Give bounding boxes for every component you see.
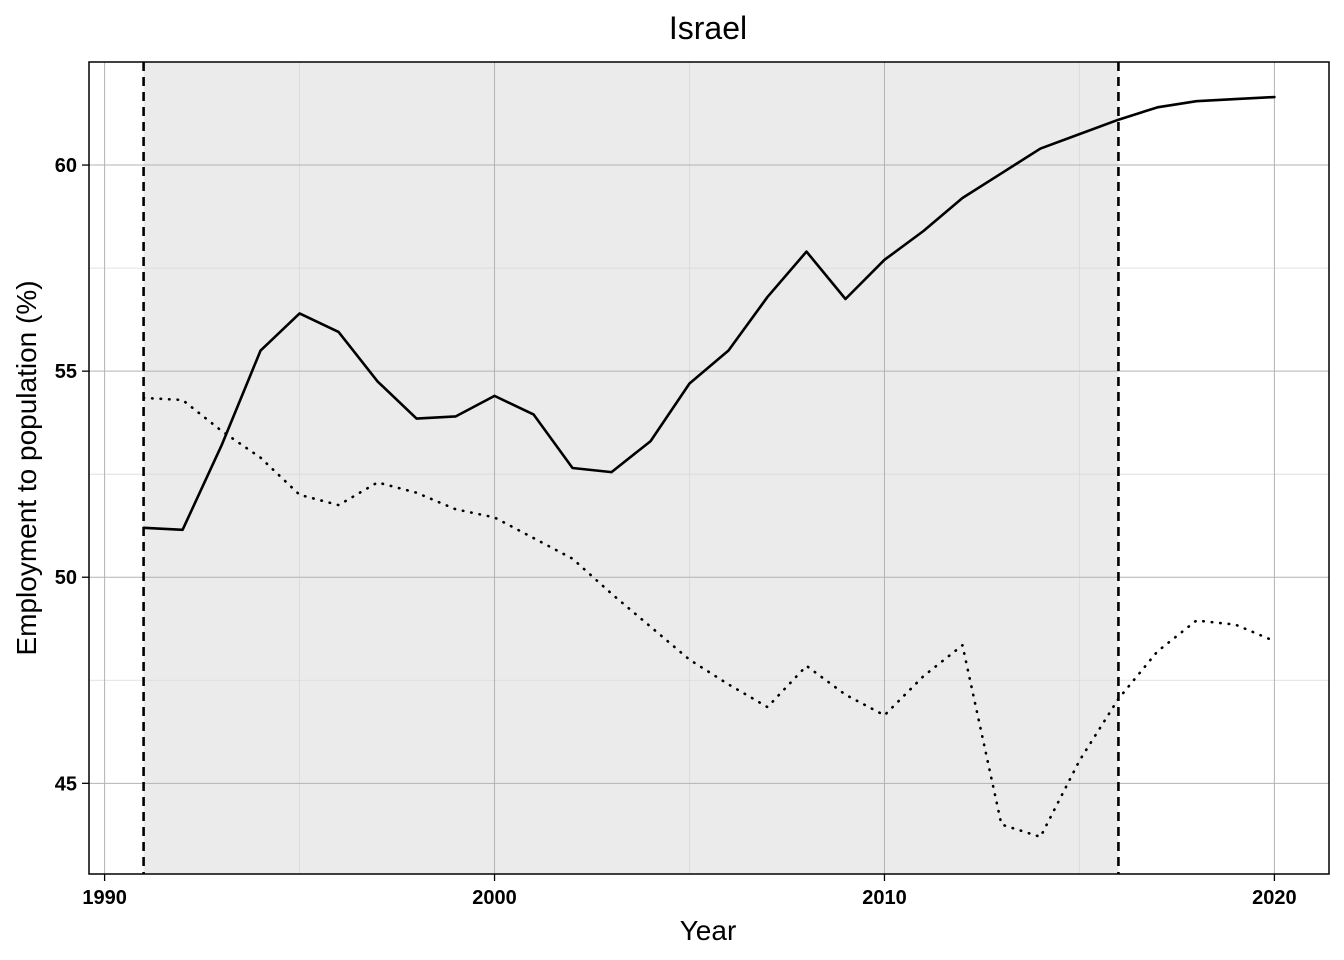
shaded-period <box>143 62 1119 874</box>
y-tick-label: 55 <box>55 361 77 383</box>
y-tick-label: 45 <box>55 773 77 795</box>
series-layer <box>142 95 1276 839</box>
x-tick-label: 2000 <box>472 887 517 909</box>
major-gridlines <box>89 62 1329 874</box>
x-tick-label: 2020 <box>1252 887 1297 909</box>
chart-title: Israel <box>669 10 747 46</box>
x-axis-title: Year <box>680 915 737 946</box>
plot-area <box>88 61 1330 875</box>
y-tick-label: 50 <box>55 567 77 589</box>
series-line-dotted <box>142 396 1276 839</box>
series-line-solid <box>142 95 1276 532</box>
y-axis: 45 50 55 60 <box>55 155 89 795</box>
x-tick-label: 2010 <box>862 887 907 909</box>
x-axis: 1990 2000 2010 2020 <box>82 874 1297 909</box>
y-tick-label: 60 <box>55 155 77 177</box>
y-axis-title: Employment to population (%) <box>11 280 42 655</box>
plot-border <box>88 61 1330 875</box>
x-tick-label: 1990 <box>82 887 127 909</box>
period-markers <box>142 62 1120 874</box>
minor-gridlines <box>89 62 1329 874</box>
